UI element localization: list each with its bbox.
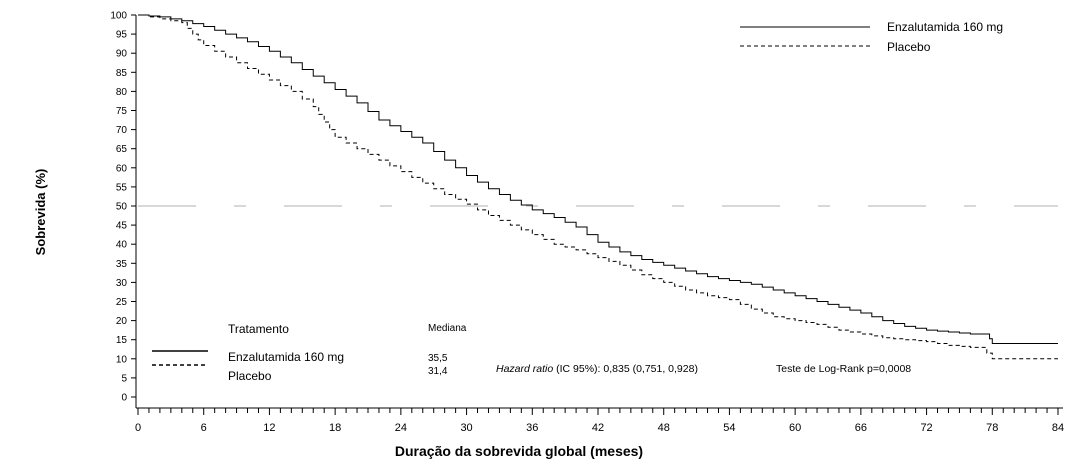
x-tick-label: 12 (263, 422, 275, 434)
x-axis-title: Duração da sobrevida global (meses) (395, 443, 643, 459)
y-tick-label: 80 (116, 87, 128, 98)
series-placebo-curve (138, 14, 1058, 360)
y-tick-label: 0 (121, 393, 127, 404)
x-ticks: 0 6 12 18 24 30 36 42 48 54 60 66 72 78 84 (135, 408, 1064, 434)
y-tick-label: 30 (116, 278, 128, 289)
x-tick-label: 18 (329, 422, 341, 434)
x-tick-label: 72 (920, 422, 932, 434)
legend-top-label-placebo: Placebo (887, 40, 931, 54)
y-tick-label: 40 (116, 240, 128, 251)
y-tick-label: 5 (121, 373, 127, 384)
y-tick-label: 85 (116, 68, 128, 79)
y-tick-label: 75 (116, 106, 128, 117)
logrank-annotation: Teste de Log-Rank p=0,0008 (776, 363, 911, 375)
x-tick-label: 60 (789, 422, 801, 434)
series-enzalutamida-curve (138, 14, 1058, 345)
y-tick-label: 10 (116, 354, 128, 365)
x-tick-label: 42 (592, 422, 604, 434)
x-tick-label: 6 (201, 422, 207, 434)
y-tick-label: 60 (116, 163, 128, 174)
x-tick-label: 36 (526, 422, 538, 434)
y-tick-label: 50 (116, 202, 128, 213)
x-tick-label: 66 (855, 422, 867, 434)
y-tick-label: 35 (116, 259, 128, 270)
y-tick-label: 95 (116, 30, 128, 41)
x-minor-ticks (148, 408, 1048, 413)
hazard-ratio-italic: Hazard ratio (496, 363, 553, 375)
y-tick-label: 65 (116, 144, 128, 155)
y-tick-label: 90 (116, 49, 128, 60)
x-tick-label: 48 (658, 422, 670, 434)
legend-treatment-header: Tratamento (228, 322, 289, 336)
y-tick-label: 45 (116, 221, 128, 232)
hazard-ratio-values: (IC 95%): 0,835 (0,751, 0,928) (553, 363, 698, 375)
legend-median-enza: 35,5 (428, 353, 448, 364)
x-tick-label: 54 (723, 422, 735, 434)
legend-top: Enzalutamida 160 mg Placebo (740, 20, 1003, 54)
x-tick-label: 0 (135, 422, 141, 434)
y-tick-label: 25 (116, 297, 128, 308)
x-tick-label: 78 (986, 422, 998, 434)
x-tick-label: 84 (1052, 422, 1064, 434)
x-tick-label: 24 (395, 422, 407, 434)
legend-median-placebo: 31,4 (428, 366, 448, 377)
y-tick-label: 15 (116, 335, 128, 346)
y-tick-label: 70 (116, 125, 128, 136)
hazard-ratio-annotation: Hazard ratio (IC 95%): 0,835 (0,751, 0,9… (496, 363, 698, 375)
legend-bottom: Tratamento Mediana Enzalutamida 160 mg P… (152, 322, 467, 383)
x-tick-label: 30 (460, 422, 472, 434)
y-axis-title: Sobrevida (%) (33, 169, 48, 256)
legend-median-header: Mediana (428, 323, 467, 334)
y-tick-label: 55 (116, 182, 128, 193)
legend-bottom-label-enza: Enzalutamida 160 mg (228, 350, 344, 364)
legend-top-label-enza: Enzalutamida 160 mg (887, 20, 1003, 34)
y-ticks: 0 5 10 15 20 25 30 35 40 45 50 55 60 65 70 75 80 85 90 95 10… (110, 11, 136, 404)
y-tick-label: 20 (116, 316, 128, 327)
legend-bottom-label-placebo: Placebo (228, 369, 272, 383)
y-tick-label: 100 (110, 11, 127, 22)
